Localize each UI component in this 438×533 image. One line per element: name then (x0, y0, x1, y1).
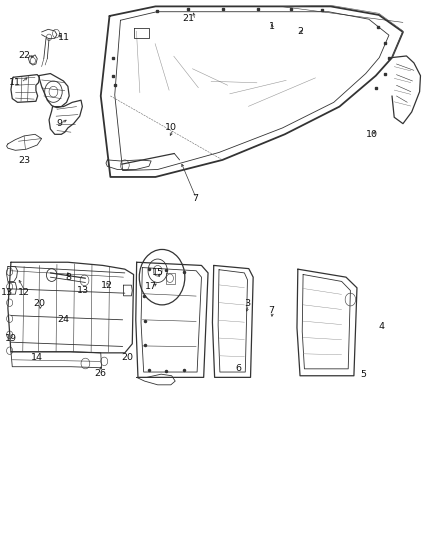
Text: 19: 19 (5, 334, 17, 343)
Text: 13: 13 (0, 288, 13, 296)
Text: 14: 14 (31, 353, 43, 361)
Text: 1: 1 (268, 22, 275, 31)
Text: 4: 4 (378, 322, 384, 330)
Text: 10: 10 (366, 130, 378, 139)
Text: 22: 22 (18, 52, 30, 60)
Text: 20: 20 (121, 353, 133, 361)
Text: 26: 26 (95, 369, 107, 377)
Text: 10: 10 (165, 124, 177, 132)
Text: 13: 13 (77, 286, 89, 295)
Text: 12: 12 (18, 288, 30, 296)
Text: 15: 15 (152, 269, 164, 277)
Text: 17: 17 (145, 282, 157, 291)
Text: 2: 2 (297, 28, 303, 36)
Text: 7: 7 (268, 306, 275, 314)
Text: 23: 23 (18, 157, 30, 165)
Text: 5: 5 (360, 370, 367, 378)
Text: 6: 6 (236, 365, 242, 373)
Text: 20: 20 (33, 300, 46, 308)
Text: 24: 24 (57, 316, 70, 324)
Text: 11: 11 (9, 78, 21, 87)
Text: 11: 11 (57, 33, 70, 42)
Text: 8: 8 (65, 273, 71, 281)
Text: 7: 7 (192, 195, 198, 203)
Text: 3: 3 (244, 300, 251, 308)
Text: 9: 9 (56, 119, 62, 128)
Text: 21: 21 (182, 14, 194, 23)
Text: 12: 12 (101, 281, 113, 289)
